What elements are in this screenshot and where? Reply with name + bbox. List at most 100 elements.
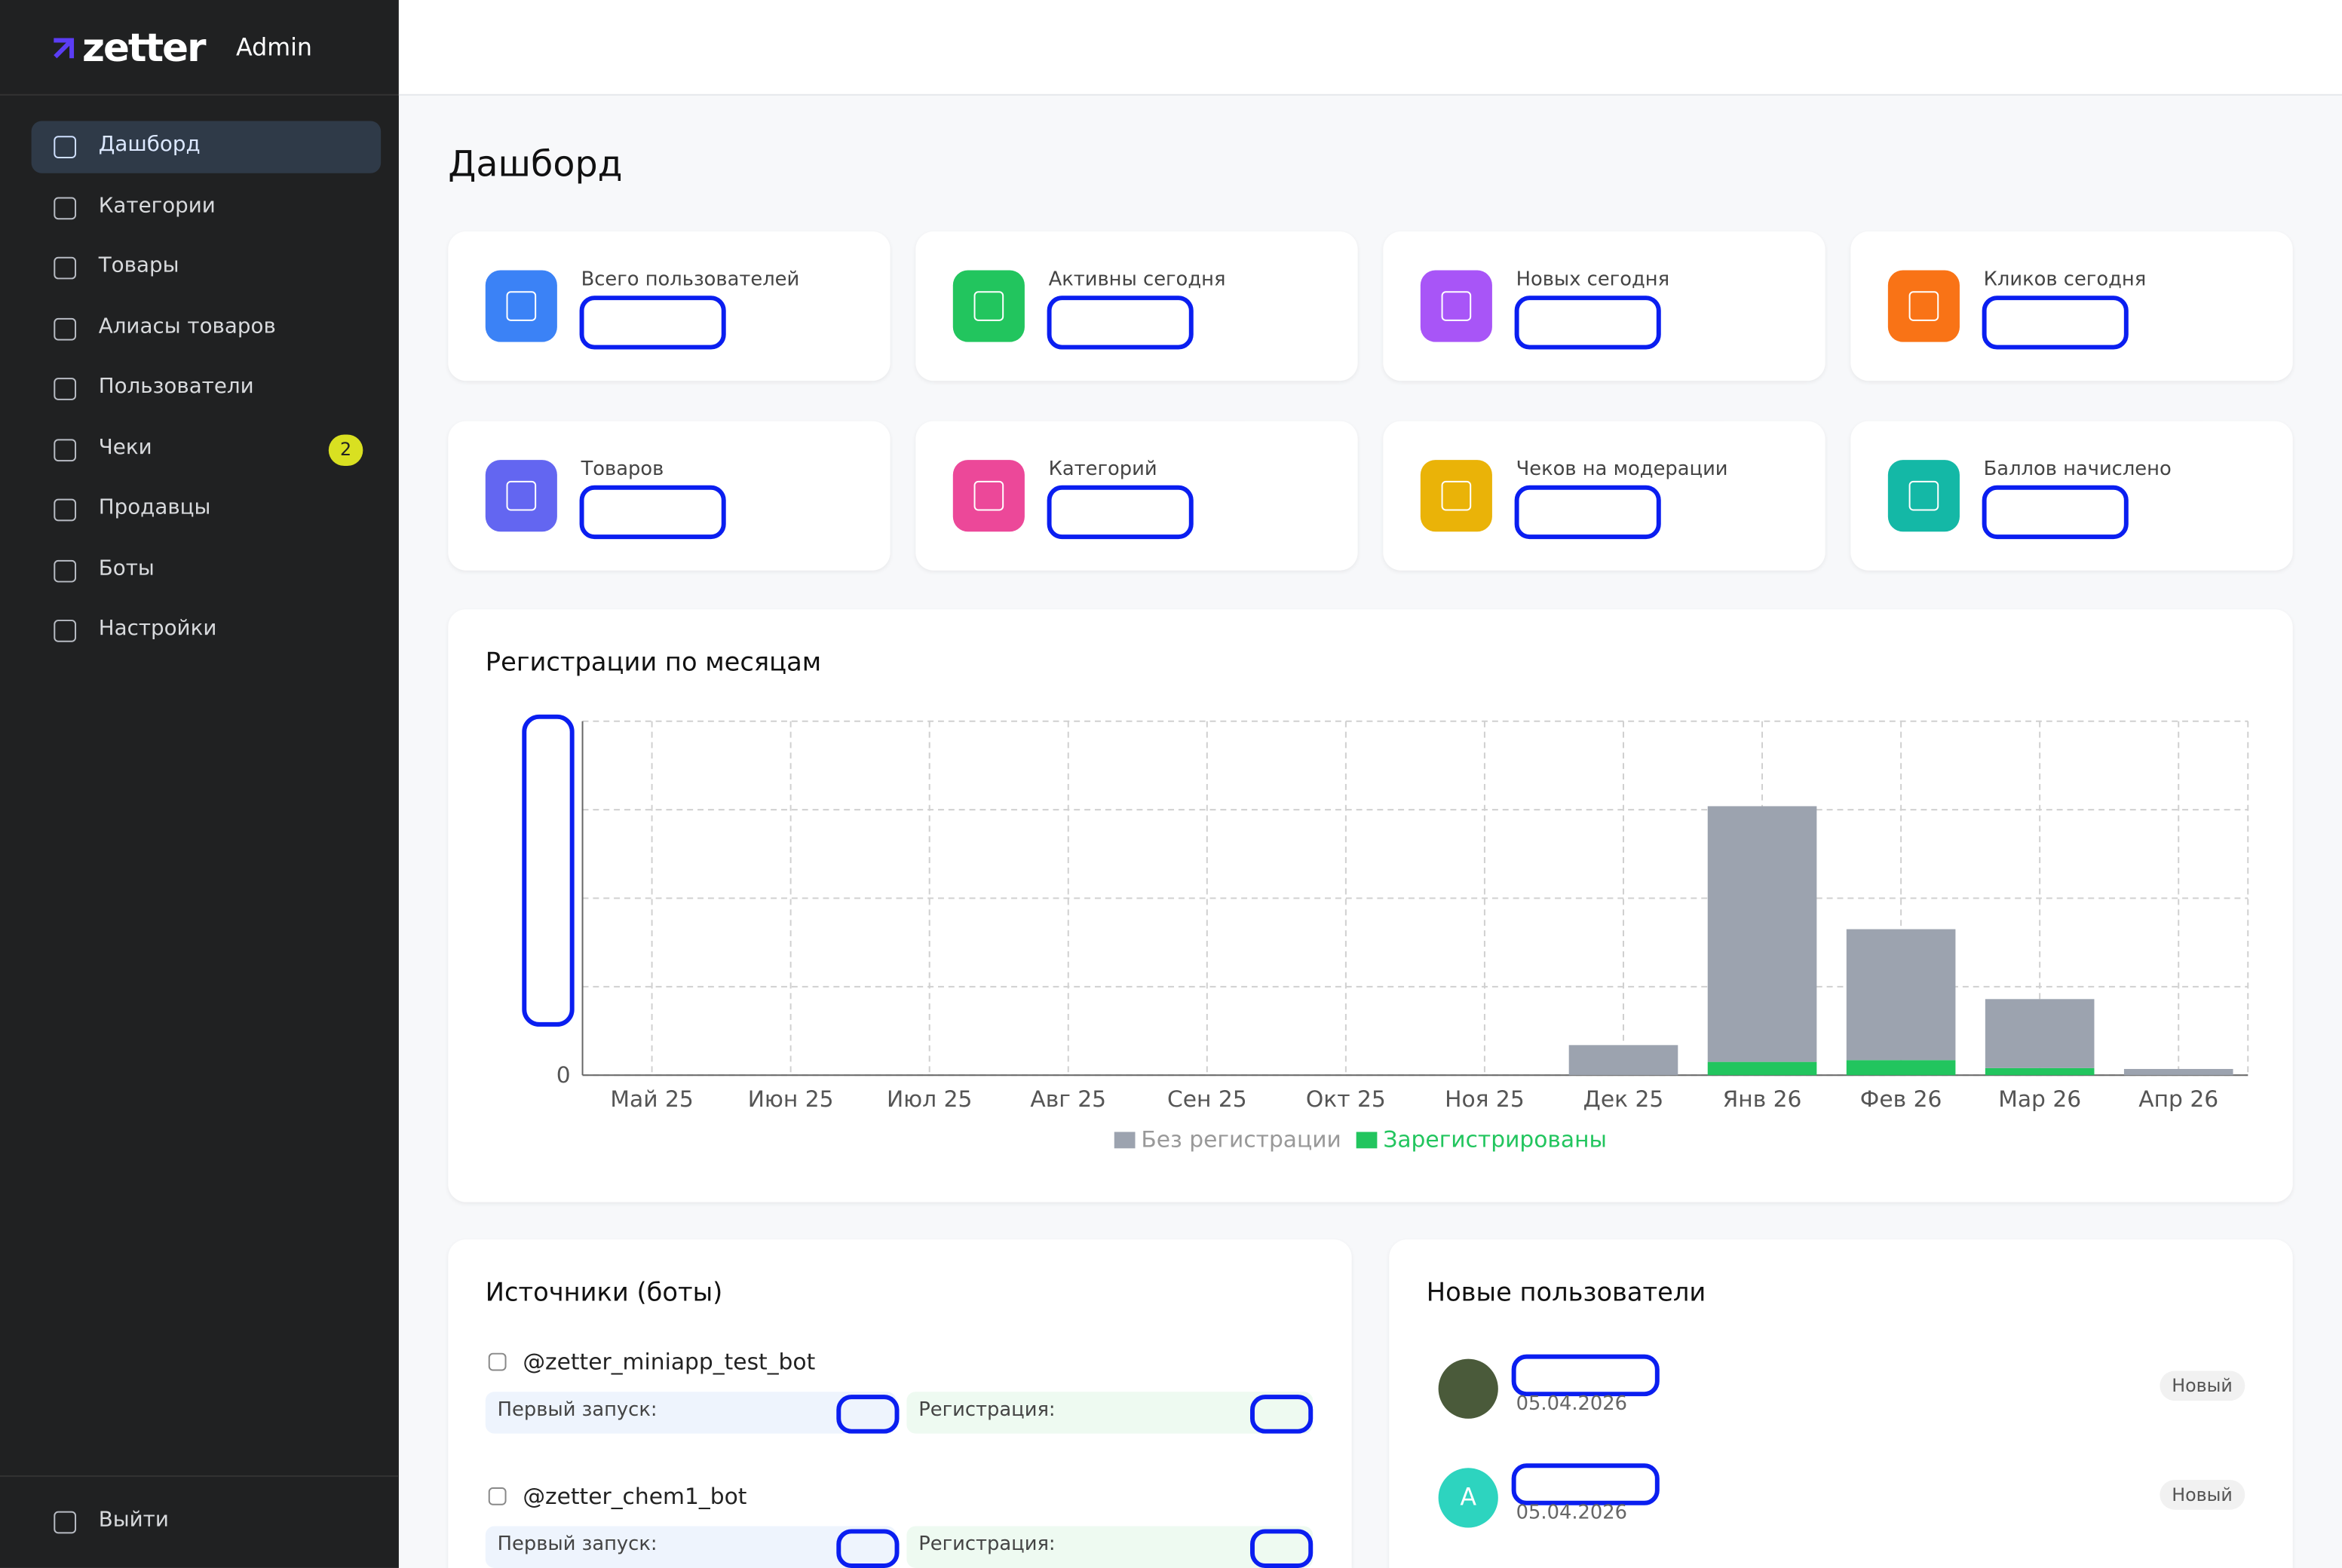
stat-row [906, 1392, 1314, 1434]
stat-icon [485, 460, 557, 532]
legend-label: Зарегистрированы [1383, 1126, 1607, 1153]
label: Первый запуск: [497, 1399, 658, 1422]
x-tick-label: Июн 25 [748, 1086, 834, 1113]
redacted [1047, 485, 1194, 540]
redacted [1047, 296, 1194, 350]
stat-icon [1420, 270, 1492, 342]
topbar [398, 0, 2342, 96]
x-tick-label: Сен 25 [1167, 1086, 1247, 1113]
redacted [1514, 485, 1661, 540]
bar-segment [1568, 1045, 1678, 1076]
user-badge: Новый [2160, 1480, 2245, 1510]
nav-item[interactable]: Товары [98, 253, 179, 278]
stat-glyph [506, 480, 537, 511]
stat-glyph [1908, 480, 1939, 511]
nav-icon [54, 620, 77, 642]
redacted [1511, 1354, 1660, 1397]
x-tick-label: Янв 26 [1723, 1086, 1802, 1113]
x-tick-label: Дек 25 [1583, 1086, 1664, 1113]
nav-icon [54, 136, 77, 158]
page-title: Дашборд [448, 143, 623, 185]
avatar [1438, 1358, 1498, 1419]
sources-title: Источники (боты) [485, 1278, 723, 1309]
redacted [1511, 1463, 1660, 1505]
x-tick-label: Мар 26 [1998, 1086, 2081, 1113]
stat-glyph [1441, 480, 1472, 511]
logo-mark [54, 38, 75, 59]
legend-swatch [1356, 1132, 1378, 1149]
x-tick-label: Авг 25 [1030, 1086, 1106, 1113]
user-badge: Новый [2160, 1370, 2245, 1401]
nav-item[interactable]: Чеки [98, 435, 152, 460]
redacted [1250, 1395, 1314, 1434]
stat-label: Всего пользователей [581, 268, 800, 292]
redacted [836, 1529, 900, 1568]
stat-icon [952, 270, 1025, 342]
label: Регистрация: [918, 1399, 1056, 1422]
x-tick-label: Май 25 [610, 1086, 693, 1113]
logo-suffix: Admin [235, 32, 313, 62]
nav-icon [54, 256, 77, 280]
legend-label: Без регистрации [1141, 1126, 1341, 1153]
x-tick-label: Фев 26 [1860, 1086, 1942, 1113]
chart: Май 25 Июн 25 Июл 25 Авг 25 Сен 25 Окт 25 Ноя … [522, 714, 2249, 1153]
redacted [579, 296, 726, 350]
stat-icon [952, 460, 1025, 532]
bar-segment [1707, 806, 1817, 1062]
logout[interactable]: Выйти [98, 1508, 169, 1533]
nav-icon [54, 196, 77, 219]
nav-item[interactable]: Пользователи [98, 375, 254, 399]
stat-label: Новых сегодня [1516, 268, 1670, 292]
stat-glyph [973, 291, 1004, 321]
stat-glyph [1908, 291, 1939, 321]
x-tick-label: Июл 25 [887, 1086, 972, 1113]
stat-label: Баллов начислено [1983, 458, 2172, 481]
stat-row [485, 1526, 897, 1568]
stat-glyph [1441, 291, 1472, 321]
nav-item[interactable]: Дашборд [98, 133, 201, 157]
nav-item[interactable]: Продавцы [98, 495, 211, 520]
y-tick-label: 0 [556, 1062, 571, 1089]
nav-badge: 2 [328, 433, 363, 466]
logout-icon [54, 1511, 77, 1534]
redacted [1514, 296, 1661, 350]
stat-label: Активны сегодня [1048, 268, 1226, 292]
redacted [1250, 1529, 1314, 1568]
nav-item[interactable]: Категории [98, 193, 216, 218]
user-date: 05.04.2026 [1516, 1393, 1628, 1416]
nav-item[interactable]: Настройки [98, 617, 217, 641]
nav-icon [54, 559, 77, 582]
stat-row [485, 1392, 897, 1434]
nav-item[interactable]: Алиасы товаров [98, 314, 276, 338]
nav-active [31, 121, 382, 173]
legend-swatch [1114, 1132, 1136, 1149]
stat-label: Категорий [1048, 458, 1157, 481]
bar-segment [2123, 1069, 2233, 1076]
nav-icon [54, 317, 77, 340]
bot-name: @zetter_chem1_bot [523, 1483, 747, 1510]
x-tick-label: Апр 26 [2138, 1086, 2218, 1113]
nav-item[interactable]: Боты [98, 556, 155, 580]
bot-name: @zetter_miniapp_test_bot [523, 1348, 816, 1376]
chart-title: Регистрации по месяцам [485, 648, 822, 678]
bot-icon [488, 1352, 507, 1371]
stat-icon [1887, 460, 1960, 532]
label: Регистрация: [918, 1533, 1056, 1557]
nav-icon [54, 438, 77, 461]
stat-label: Кликов сегодня [1983, 268, 2147, 292]
stat-label: Чеков на модерации [1516, 458, 1728, 481]
logo: zetter [81, 26, 207, 72]
stat-glyph [973, 480, 1004, 511]
redacted [522, 714, 575, 1027]
stat-icon [1420, 460, 1492, 532]
divider [0, 1475, 399, 1478]
bar-segment [1985, 1067, 2095, 1076]
nav-icon [54, 498, 77, 522]
avatar: A [1438, 1468, 1498, 1528]
bar-segment [1846, 929, 1956, 1061]
stat-glyph [506, 291, 537, 321]
chart-card [448, 609, 2293, 1202]
redacted [836, 1395, 900, 1434]
